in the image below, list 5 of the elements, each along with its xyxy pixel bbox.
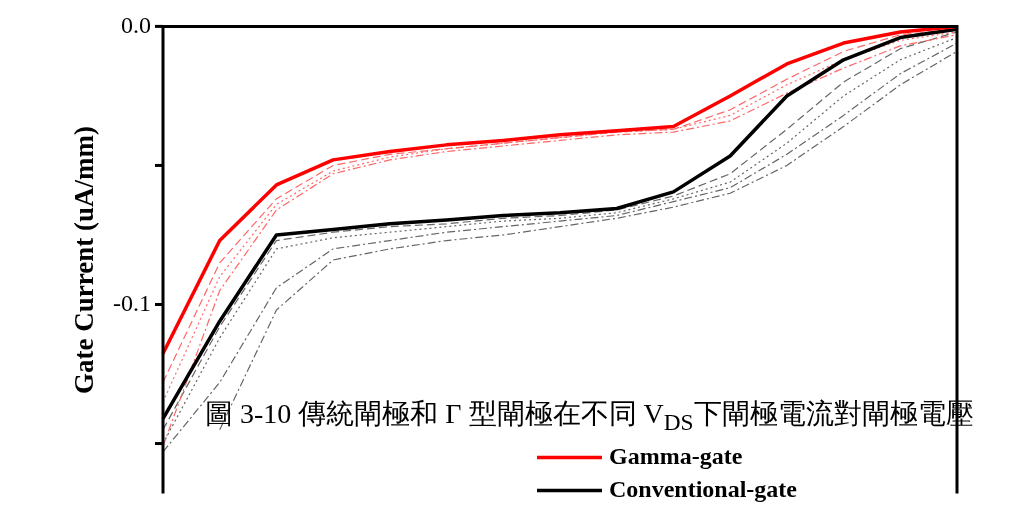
y-tick-label: -0.1 <box>113 289 151 316</box>
legend-label: Gamma-gate <box>609 442 743 469</box>
legend-label: Conventional-gate <box>609 475 798 502</box>
y-axis-title: Gate Current (uA/mm) <box>69 126 100 394</box>
y-tick-label: 0.0 <box>121 11 151 38</box>
